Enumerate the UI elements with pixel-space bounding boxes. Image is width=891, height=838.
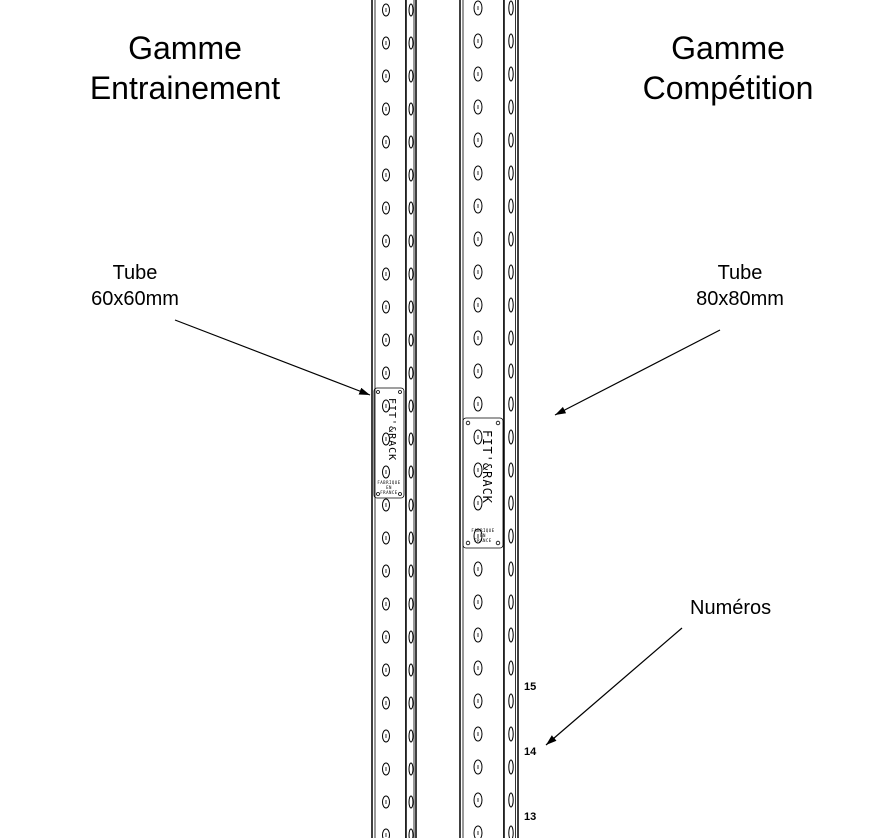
- drawing-svg: FIT'&RACK FABRIQUE EN FRANCE FIT'&RACK F…: [0, 0, 891, 838]
- svg-text:15: 15: [524, 681, 536, 693]
- arrow-tube-right: [555, 330, 720, 415]
- svg-text:FIT'&RACK: FIT'&RACK: [480, 430, 494, 504]
- svg-text:14: 14: [524, 746, 537, 758]
- svg-text:FRANCE: FRANCE: [380, 490, 398, 495]
- arrow-tube-left: [175, 320, 370, 395]
- post-right: FIT'&RACK FABRIQUE EN FRANCE 151413: [460, 0, 537, 838]
- svg-text:13: 13: [524, 811, 536, 823]
- arrow-numeros: [546, 628, 682, 745]
- svg-text:FRANCE: FRANCE: [474, 538, 492, 543]
- post-left: FIT'&RACK FABRIQUE EN FRANCE: [372, 0, 416, 838]
- post-right-numbers: 15 14 13: [524, 681, 537, 823]
- svg-text:FIT'&RACK: FIT'&RACK: [386, 398, 397, 461]
- diagram-stage: Gamme Entrainement Gamme Compétition Tub…: [0, 0, 891, 838]
